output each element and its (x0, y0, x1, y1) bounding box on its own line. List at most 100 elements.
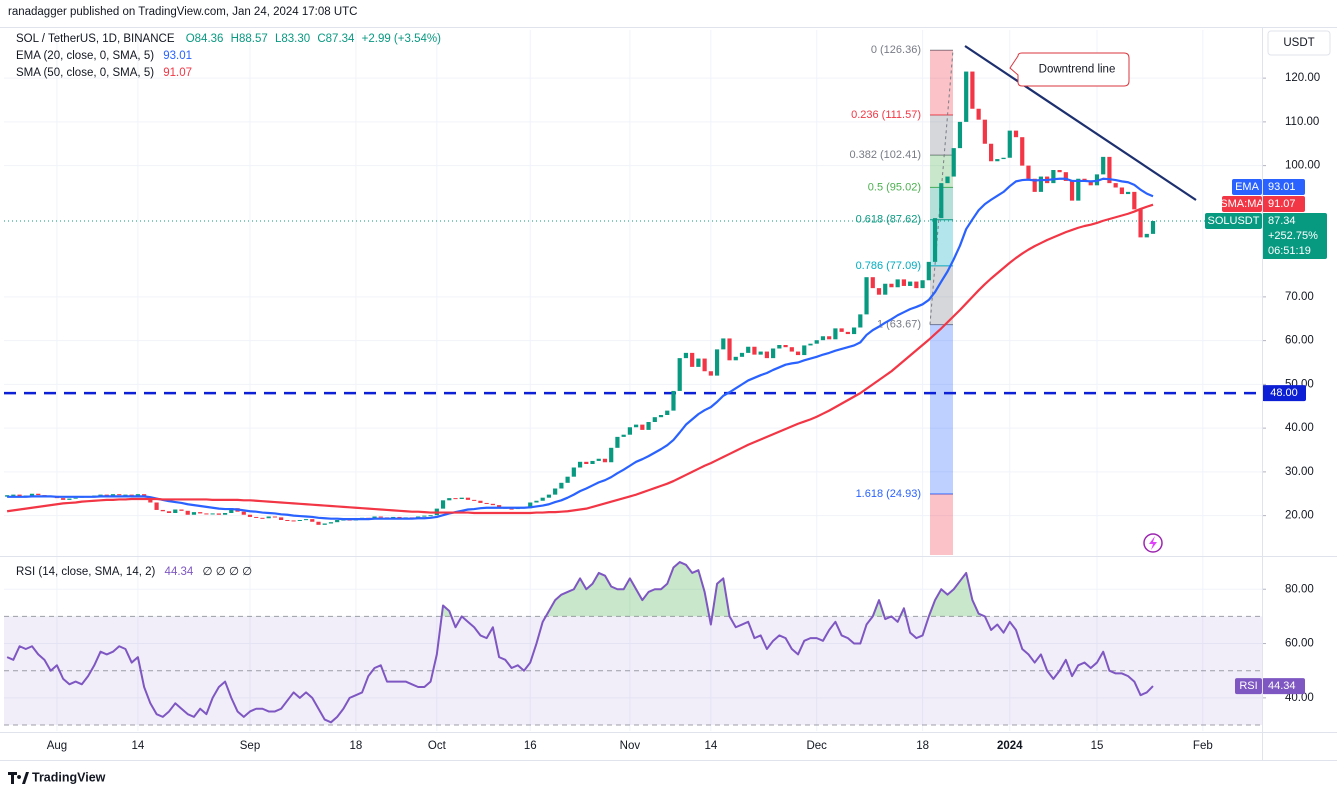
candle (210, 513, 215, 515)
candle (229, 508, 234, 513)
ma-line (7, 177, 1154, 521)
candle (746, 346, 751, 353)
candle (135, 494, 140, 496)
candle (858, 314, 863, 328)
rsi-line (6, 561, 1154, 724)
candle (1069, 180, 1075, 201)
candle (1150, 221, 1156, 234)
candle (303, 519, 309, 521)
candle (484, 502, 489, 504)
rsi-layer (4, 561, 1262, 726)
candle (1007, 130, 1012, 158)
ema-legend-name: EMA (20, close, 0, SMA, 5) (16, 50, 154, 62)
candle (565, 476, 570, 483)
y-tick-label: 40.00 (1285, 422, 1314, 434)
candle (758, 351, 763, 355)
candle (335, 520, 340, 523)
y-tick-label: 60.00 (1285, 638, 1314, 650)
candle (447, 498, 452, 501)
candle (820, 336, 826, 341)
candle (833, 328, 838, 340)
candle (714, 349, 720, 376)
candle (266, 516, 271, 519)
candle (827, 336, 832, 340)
annotation-text: Downtrend line (1039, 64, 1116, 76)
candle (1051, 170, 1056, 184)
candle (839, 328, 844, 332)
support-badge: 48.00 (1270, 387, 1298, 399)
candle (397, 516, 402, 518)
candle (1119, 187, 1124, 195)
currency-box[interactable] (1267, 30, 1331, 56)
candle (926, 261, 931, 281)
candle (851, 327, 857, 335)
fib-label: 0.382 (102.41) (849, 149, 921, 161)
x-tick-label: 14 (704, 740, 717, 752)
price-badge-extra: 06:51:19 (1268, 245, 1311, 257)
x-tick-label: 18 (349, 740, 362, 752)
candle (964, 71, 969, 122)
candle (478, 500, 483, 503)
price-badge-box (1262, 213, 1327, 260)
candle (528, 502, 533, 509)
candle (615, 436, 620, 448)
annotation-box[interactable] (1009, 52, 1130, 87)
candle (1026, 165, 1031, 179)
candle (440, 500, 446, 509)
candle (795, 351, 801, 356)
candle (216, 513, 221, 515)
candle (459, 497, 464, 499)
candle (571, 467, 576, 477)
candle (658, 415, 664, 418)
currency-label[interactable]: USDT (1283, 37, 1314, 49)
quote-close: C87.34 (317, 33, 355, 45)
candle (914, 281, 919, 289)
candle (1138, 209, 1143, 238)
candle (272, 516, 278, 518)
candle (733, 356, 738, 361)
candle (783, 345, 788, 348)
candle (204, 513, 209, 515)
symbol-title: SOL / TetherUS, 1D, BINANCE (16, 33, 175, 45)
event-icon[interactable] (1143, 533, 1163, 553)
y-tick-label: 40.00 (1285, 692, 1314, 704)
series-badge-label: EMA (1235, 181, 1260, 193)
candle (260, 517, 265, 519)
candle (889, 283, 894, 288)
event-icon-bolt (1149, 536, 1157, 550)
candle (1057, 170, 1062, 173)
candle (752, 346, 757, 355)
candle (802, 345, 807, 356)
candle (634, 424, 639, 428)
x-tick-label: 2024 (997, 740, 1023, 752)
candle (11, 494, 16, 496)
footer-brand: TradingView (32, 770, 106, 784)
x-tick-label: Feb (1193, 740, 1213, 752)
candle (665, 410, 670, 415)
candle (677, 358, 682, 391)
candle (110, 494, 116, 496)
candle (297, 520, 302, 521)
candle (534, 500, 539, 503)
support-badge-box (1262, 385, 1306, 402)
candle (1144, 233, 1149, 238)
candle (160, 509, 165, 512)
candle (995, 159, 1000, 162)
candle (1020, 137, 1025, 166)
ema-legend: EMA (20, close, 0, SMA, 5) 93.01 (16, 50, 192, 62)
candle (602, 458, 608, 463)
candle (1001, 157, 1006, 160)
series-badge-label: SOLUSDT (1208, 215, 1260, 227)
candle (814, 340, 819, 344)
x-tick-label: 15 (1091, 740, 1104, 752)
series-badge-label-box (1222, 196, 1262, 213)
candle (198, 512, 203, 514)
x-tick-label: 18 (916, 740, 929, 752)
series-badge-label: SMA:MA (1220, 198, 1264, 210)
price-badge: 87.34 (1268, 215, 1296, 227)
fib-zone (930, 324, 953, 495)
candle (328, 522, 334, 524)
ema-legend-value: 93.01 (163, 50, 192, 62)
trend-line[interactable] (964, 45, 1197, 201)
